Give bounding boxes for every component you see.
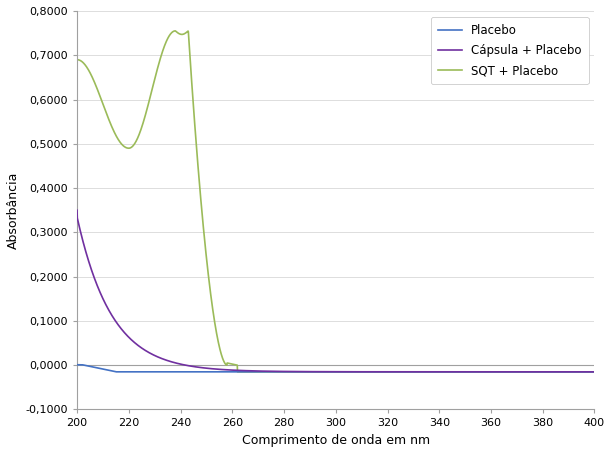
Y-axis label: Absorbância: Absorbância — [7, 172, 20, 249]
Legend: Placebo, Cápsula + Placebo, SQT + Placebo: Placebo, Cápsula + Placebo, SQT + Placeb… — [431, 17, 589, 84]
SQT + Placebo — [312, 369, 319, 375]
Placebo — [576, 369, 583, 375]
Line: Placebo: Placebo — [77, 365, 594, 372]
SQT + Placebo — [481, 369, 488, 375]
Line: SQT + Placebo: SQT + Placebo — [77, 31, 594, 372]
SQT + Placebo — [100, 103, 107, 108]
SQT + Placebo — [234, 369, 241, 375]
Placebo — [325, 369, 332, 375]
Cápsula + Placebo — [576, 369, 583, 375]
SQT + Placebo — [326, 369, 333, 375]
SQT + Placebo — [576, 369, 583, 375]
Cápsula + Placebo — [591, 369, 598, 375]
Placebo — [481, 369, 488, 375]
Cápsula + Placebo — [325, 369, 332, 375]
Line: Cápsula + Placebo: Cápsula + Placebo — [77, 210, 594, 372]
Placebo — [73, 362, 81, 367]
SQT + Placebo — [171, 28, 179, 34]
SQT + Placebo — [591, 369, 598, 375]
Cápsula + Placebo — [73, 207, 81, 213]
Cápsula + Placebo — [100, 297, 107, 302]
SQT + Placebo — [73, 57, 81, 62]
Cápsula + Placebo — [575, 369, 583, 375]
Cápsula + Placebo — [312, 369, 319, 375]
X-axis label: Comprimento de onda em nm: Comprimento de onda em nm — [242, 434, 430, 447]
Placebo — [591, 369, 598, 375]
Placebo — [576, 369, 583, 375]
Placebo — [312, 369, 319, 375]
Placebo — [100, 366, 107, 372]
Cápsula + Placebo — [481, 369, 488, 375]
Placebo — [112, 369, 119, 375]
SQT + Placebo — [577, 369, 584, 375]
